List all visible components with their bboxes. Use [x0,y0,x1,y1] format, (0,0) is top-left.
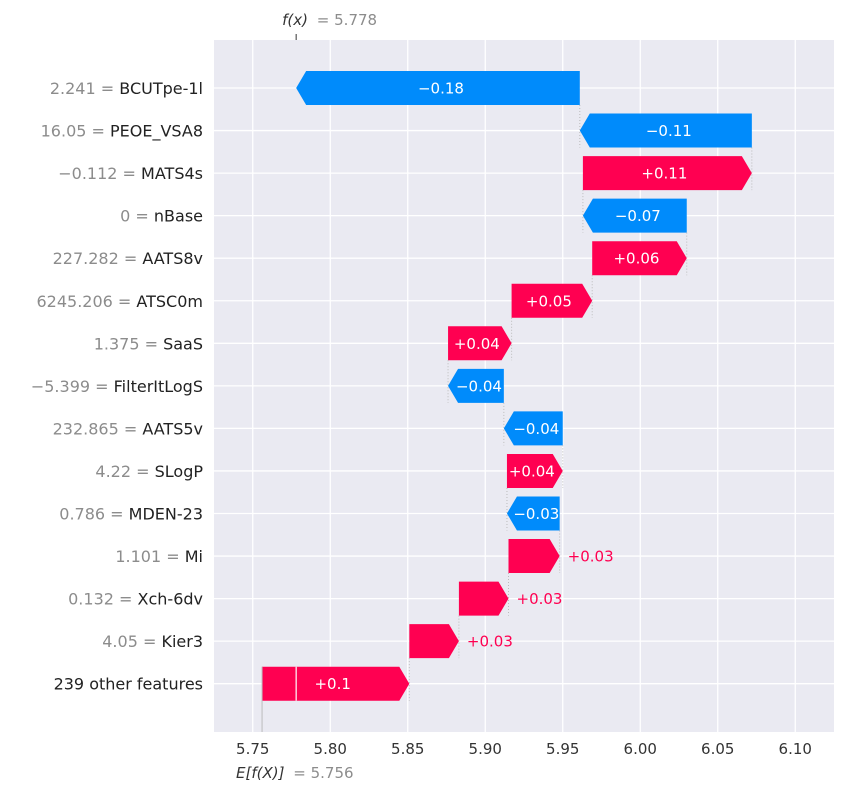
x-tick-label: 6.05 [701,740,734,758]
feature-name: Kier3 [161,632,203,651]
bar-layer [261,71,753,732]
feature-label: 0 = nBase [120,207,203,226]
feature-label: −0.112 = MATS4s [58,164,203,183]
feature-value: 0.786 = [59,505,128,524]
feature-value: 232.865 = [53,419,143,438]
feature-label: −5.399 = FilterItLogS [31,377,203,396]
bar-value-label: −0.11 [646,122,692,140]
feature-value: 1.101 = [115,547,184,566]
shap-bar [448,368,504,403]
shap-bar [296,71,580,105]
feature-name: BCUTpe-1l [119,79,203,98]
feature-label: 4.05 = Kier3 [102,632,203,651]
efx-annotation: E[f(X)] = 5.756 [236,764,354,782]
feature-value: −5.399 = [31,377,114,396]
feature-name: SLogP [155,462,204,481]
x-tick-label: 6.00 [624,740,657,758]
feature-name: Xch-6dv [138,590,203,609]
feature-value: 4.05 = [102,632,161,651]
shap-bar [506,453,563,488]
feature-label: 0.132 = Xch-6dv [68,590,203,609]
feature-name: AATS5v [142,419,203,438]
feature-value: 0 = [120,207,154,226]
feature-name: nBase [154,207,203,226]
y-label-layer: 2.241 = BCUTpe-1l 16.05 = PEOE_VSA8 −0.112… [31,79,204,694]
feature-value: 2.241 = [50,79,119,98]
feature-label: 1.375 = SaaS [94,334,203,353]
shap-bar [508,539,560,574]
feature-name: AATS8v [142,249,203,268]
feature-name: ATSC0m [136,292,203,311]
x-tick-label: 5.95 [546,740,579,758]
feature-label: 16.05 = PEOE_VSA8 [41,122,203,142]
feature-label: 0.786 = MDEN-23 [59,505,203,524]
feature-name: MATS4s [141,164,203,183]
feature-name: SaaS [163,334,203,353]
feature-name: PEOE_VSA8 [110,122,203,142]
bar-value-label: +0.03 [517,590,563,608]
feature-value: 1.375 = [94,334,163,353]
feature-label: 4.22 = SLogP [95,462,203,481]
x-tick-layer: 5.75 5.80 5.85 5.90 5.95 6.00 6.05 6.10 [236,740,812,758]
feature-label: 6245.206 = ATSC0m [37,292,204,311]
x-tick-label: 6.10 [779,740,812,758]
shap-bar [409,624,459,659]
feature-label: 227.282 = AATS8v [53,249,203,268]
shap-bar [582,156,752,191]
feature-value: 6245.206 = [37,292,137,311]
x-tick-label: 5.75 [236,740,269,758]
feature-value: 0.132 = [68,590,137,609]
bar-value-label: +0.03 [467,633,513,651]
feature-name: 239 other features [54,675,203,694]
feature-name: Mi [185,547,203,566]
bar-value-label: +0.04 [454,335,500,353]
bar-value-label: −0.04 [513,420,559,438]
shap-bar [579,113,752,148]
x-tick-label: 5.90 [469,740,502,758]
shap-bar [458,581,509,616]
feature-name: MDEN-23 [129,505,203,524]
feature-label: 232.865 = AATS5v [53,419,203,438]
x-tick-label: 5.80 [314,740,347,758]
x-tick-label: 5.85 [391,740,424,758]
feature-label: 2.241 = BCUTpe-1l [50,79,203,98]
fx-value: = 5.778 [317,11,377,29]
feature-label: 1.101 = Mi [115,547,203,566]
shap-bar [262,666,410,701]
feature-value: −0.112 = [58,164,141,183]
bar-value-label: +0.06 [613,250,659,268]
bar-value-label: +0.05 [526,292,572,310]
feature-value: 16.05 = [41,122,110,141]
bar-value-label: +0.04 [509,462,555,480]
fx-annotation: f(x) = 5.778 [282,11,377,29]
efx-label: E[f(X)] [236,764,285,782]
feature-name: FilterItLogS [114,377,203,396]
efx-value: = 5.756 [293,764,353,782]
shap-bar [448,326,512,361]
fx-label: f(x) [282,11,308,29]
bar-value-label: −0.07 [615,207,661,225]
feature-value: 227.282 = [53,249,143,268]
shap-bar [582,198,687,233]
feature-value: 4.22 = [95,462,154,481]
shap-bar [511,283,593,318]
bar-value-label: +0.03 [568,548,614,566]
bar-value-label: −0.18 [418,80,464,98]
bar-value-label: +0.11 [641,165,687,183]
bar-value-label: +0.1 [314,675,350,693]
bar-value-label: −0.03 [513,505,559,523]
feature-label: 239 other features [54,675,203,694]
shap-bar [503,411,563,446]
shap-bar [506,496,560,531]
shap-bar [592,241,687,276]
label-layer: −0.18 −0.11 +0.11 −0.07 +0.06 +0.05 +0.04 −0.04… [314,80,691,694]
bar-value-label: −0.04 [456,377,502,395]
